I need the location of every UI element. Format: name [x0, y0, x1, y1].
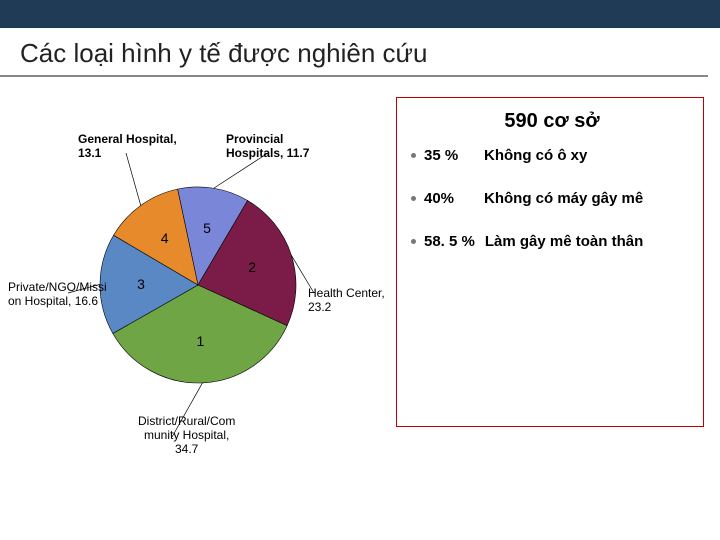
pie-slice-digit: 5 — [203, 220, 211, 236]
chart-external-label: District/Rural/Com munity Hospital, 34.7 — [138, 415, 235, 456]
bullet-dot-icon — [411, 239, 416, 244]
bullet-row: 58. 5 % Làm gây mê toàn thân — [411, 233, 693, 250]
info-box: 590 cơ sở 35 % Không có ô xy 40% Không có m… — [396, 97, 704, 427]
chart-external-label: Health Center, 23.2 — [308, 287, 388, 315]
info-box-title: 590 cơ sở — [411, 110, 693, 133]
pie-chart-area: 5 2 1 3 4 General Hospital, 13.1 Provincial Ho… — [8, 85, 388, 465]
bullet-percent: 58. 5 % — [424, 233, 475, 250]
bullet-text: Làm gây mê toàn thân — [485, 233, 643, 250]
bullet-percent: 40% — [424, 190, 474, 207]
bullet-content: 58. 5 % Làm gây mê toàn thân — [424, 233, 643, 250]
bullet-dot-icon — [411, 196, 416, 201]
content-row: 5 2 1 3 4 General Hospital, 13.1 Provincial Ho… — [0, 77, 720, 535]
bullet-percent: 35 % — [424, 147, 474, 164]
pie-slice-digit: 4 — [161, 230, 169, 246]
chart-external-label: Provincial Hospitals, 11.7 — [226, 133, 309, 161]
page-title: Các loại hình y tế được nghiên cứu — [0, 28, 708, 77]
leader-line — [126, 153, 141, 205]
bullet-text: Không có ô xy — [484, 147, 587, 164]
bullet-text: Không có máy gây mê — [484, 190, 643, 207]
bullet-dot-icon — [411, 153, 416, 158]
pie-slice-digit: 1 — [197, 333, 205, 349]
pie-slice-digit: 3 — [137, 276, 145, 292]
bullet-list: 35 % Không có ô xy 40% Không có máy gây mê 5… — [411, 147, 693, 250]
bullet-row: 40% Không có máy gây mê — [411, 190, 693, 207]
bullet-content: 35 % Không có ô xy — [424, 147, 587, 164]
bullet-row: 35 % Không có ô xy — [411, 147, 693, 164]
chart-external-label: General Hospital, 13.1 — [78, 133, 177, 161]
pie-chart-svg — [8, 85, 388, 465]
pie-slice-digit: 2 — [248, 259, 256, 275]
bullet-content: 40% Không có máy gây mê — [424, 190, 643, 207]
top-bar — [0, 0, 720, 28]
chart-external-label: Private/NGO/Missi on Hospital, 16.6 — [8, 281, 107, 309]
